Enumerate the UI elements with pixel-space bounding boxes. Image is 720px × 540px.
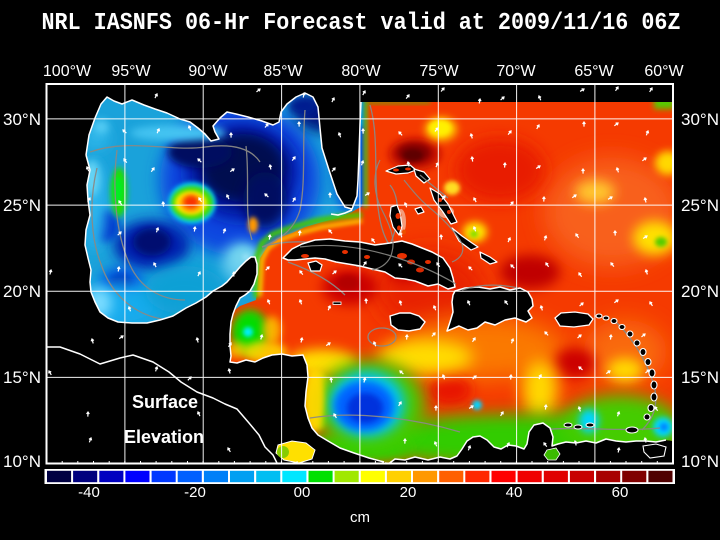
svg-text:30°N: 30°N bbox=[3, 110, 41, 129]
svg-text:15°N: 15°N bbox=[681, 368, 719, 387]
svg-text:Surface: Surface bbox=[132, 392, 198, 412]
svg-text:10°N: 10°N bbox=[681, 452, 719, 471]
svg-text:90°W: 90°W bbox=[188, 63, 228, 80]
svg-text:95°W: 95°W bbox=[111, 63, 151, 80]
svg-text:30°N: 30°N bbox=[681, 110, 719, 129]
svg-text:-40: -40 bbox=[78, 484, 100, 501]
svg-text:20°N: 20°N bbox=[3, 282, 41, 301]
svg-text:65°W: 65°W bbox=[574, 63, 614, 80]
svg-text:20: 20 bbox=[400, 484, 417, 501]
svg-text:cm: cm bbox=[350, 509, 370, 526]
svg-text:Elevation: Elevation bbox=[124, 427, 204, 447]
svg-text:25°N: 25°N bbox=[3, 196, 41, 215]
svg-text:20°N: 20°N bbox=[681, 282, 719, 301]
svg-text:85°W: 85°W bbox=[263, 63, 303, 80]
svg-text:60°W: 60°W bbox=[644, 63, 684, 80]
svg-text:-20: -20 bbox=[184, 484, 206, 501]
svg-text:00: 00 bbox=[294, 484, 311, 501]
svg-text:100°W: 100°W bbox=[43, 63, 92, 80]
svg-text:70°W: 70°W bbox=[496, 63, 536, 80]
svg-text:10°N: 10°N bbox=[3, 452, 41, 471]
svg-text:60: 60 bbox=[612, 484, 629, 501]
svg-text:15°N: 15°N bbox=[3, 368, 41, 387]
svg-text:80°W: 80°W bbox=[341, 63, 381, 80]
svg-text:NRL IASNFS 06-Hr Forecast val: NRL IASNFS 06-Hr Forecast valid at 2009/… bbox=[42, 10, 681, 37]
svg-text:75°W: 75°W bbox=[419, 63, 459, 80]
svg-text:40: 40 bbox=[506, 484, 523, 501]
svg-text:25°N: 25°N bbox=[681, 196, 719, 215]
